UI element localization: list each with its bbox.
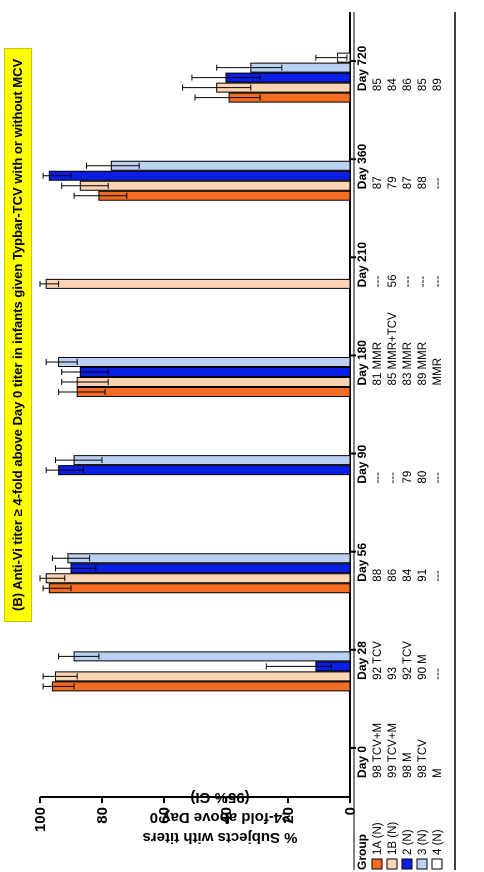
table-cell: 85: [417, 78, 429, 91]
table-cell: ---: [387, 472, 399, 484]
table-cell: 92 TCV: [402, 641, 414, 680]
category-label: Day 180: [355, 340, 369, 386]
legend-swatch: [371, 858, 383, 870]
y-tick-label: 20: [280, 807, 297, 824]
bar: [58, 465, 351, 476]
bar: [73, 651, 351, 662]
table-cell: ---: [372, 276, 384, 288]
table-cell: M: [432, 768, 444, 778]
table-cell: 98 M: [402, 752, 414, 778]
bar: [79, 367, 351, 377]
bar: [45, 278, 351, 289]
table-cell: 81 MMR: [372, 342, 384, 385]
table-cell: 84: [387, 78, 399, 91]
legend-swatch: [431, 858, 443, 870]
table-cell: 86: [402, 78, 414, 91]
y-tick-label: 0: [342, 807, 359, 815]
bar: [45, 573, 351, 584]
table-cell: MMR: [432, 358, 444, 385]
table-cell: ---: [417, 276, 429, 288]
bar: [51, 681, 351, 692]
table-cell: ---: [432, 570, 444, 582]
category-label: Day 720: [355, 45, 369, 91]
table-cell: 85 MMR+TCV: [387, 312, 399, 385]
bar: [110, 160, 351, 171]
legend-swatch: [386, 858, 398, 870]
category-label: Day 28: [355, 641, 369, 680]
group-label: 4 (N): [432, 829, 444, 855]
table-cell: ---: [402, 276, 414, 288]
table-cell: 93: [387, 667, 399, 680]
table-cell: 87: [402, 176, 414, 189]
bar: [67, 553, 351, 564]
table-cell: 88: [372, 569, 384, 582]
table-cell: 84: [402, 568, 414, 581]
bar: [70, 563, 351, 574]
table-cell: 79: [387, 176, 399, 189]
table-cell: 79: [402, 471, 414, 484]
table-cell: 56: [387, 275, 399, 288]
group-label: 1B (N): [387, 822, 399, 855]
table-cell: ---: [372, 472, 384, 484]
bar: [73, 455, 351, 466]
group-label: 1A (N): [372, 822, 384, 855]
bar: [48, 170, 351, 181]
y-tick-label: 80: [94, 807, 111, 824]
table-cell: ---: [432, 472, 444, 484]
group-label: 3 (N): [417, 829, 429, 855]
table-cell: 87: [372, 176, 384, 189]
table-cell: 91: [417, 569, 429, 582]
group-label: 2 (N): [402, 829, 414, 855]
category-label: Day 210: [355, 242, 369, 288]
table-cell: 99 TCV+M: [387, 723, 399, 778]
table-cell: 90 M: [417, 654, 429, 680]
table-cell: ---: [432, 276, 444, 288]
y-tick-label: 60: [156, 807, 173, 824]
bar: [55, 671, 351, 682]
table-header: Group: [355, 834, 369, 870]
table-cell: ---: [432, 178, 444, 190]
legend-swatch: [401, 858, 413, 870]
table-cell: 86: [387, 569, 399, 582]
table-cell: ---: [432, 668, 444, 680]
table-cell: 92 TCV: [372, 641, 384, 680]
bar: [76, 387, 351, 397]
table-cell: 98 TCV: [417, 739, 429, 778]
table-cell: 85: [372, 78, 384, 91]
table-cell: 89: [432, 78, 444, 91]
table-cell: 89 MMR: [417, 342, 429, 385]
table-cell: 83 MMR: [402, 342, 414, 385]
y-tick-label: 100: [32, 807, 49, 832]
category-label: Day 56: [355, 543, 369, 582]
y-tick-label: 40: [218, 807, 235, 824]
legend-swatch: [416, 858, 428, 870]
category-label: Day 90: [355, 445, 369, 484]
bar: [98, 190, 351, 201]
bar: [76, 377, 351, 387]
bar: [48, 583, 351, 594]
table-cell: 98 TCV+M: [372, 723, 384, 778]
category-label: Day 360: [355, 143, 369, 189]
table-cell: 80: [417, 471, 429, 484]
bar: [79, 180, 351, 191]
category-label: Day 0: [355, 746, 369, 778]
table-cell: 88: [417, 176, 429, 189]
bar: [58, 357, 351, 367]
